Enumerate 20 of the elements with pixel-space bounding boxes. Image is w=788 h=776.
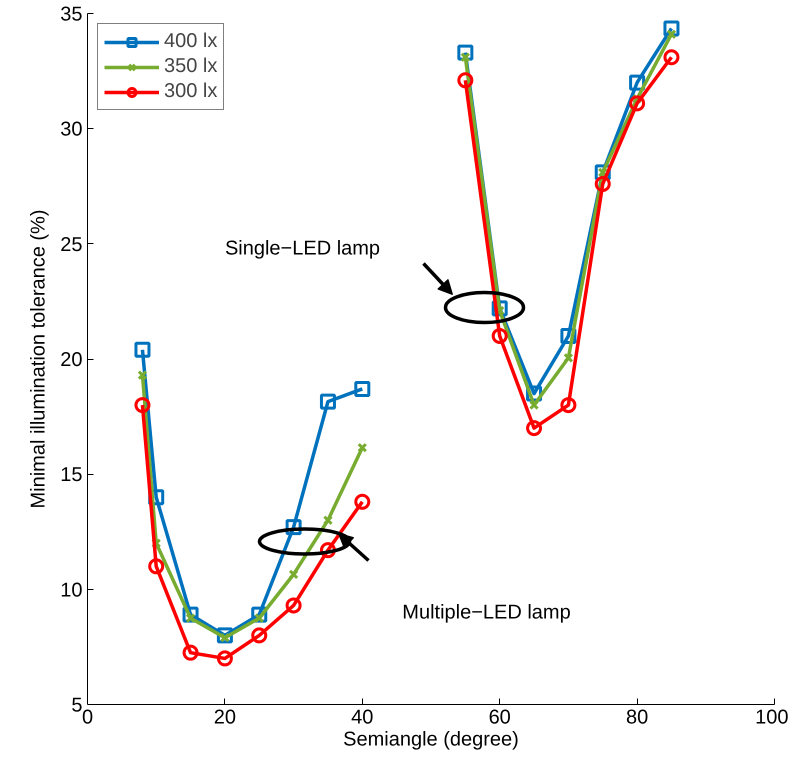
y-tick-label: 10: [60, 579, 83, 602]
x-tick-label: 60: [488, 706, 511, 728]
y-tick-label: 5: [71, 694, 82, 716]
annotation: Single−LED lamp: [224, 238, 380, 260]
x-tick-label: 80: [626, 706, 648, 728]
x-tick-label: 0: [82, 706, 94, 728]
y-tick-label: 25: [60, 234, 83, 256]
x-axis-title: Semiangle (degree): [343, 728, 519, 750]
y-tick-label: 35: [60, 4, 83, 26]
x-tick-label: 100: [755, 706, 788, 728]
annotation: Multiple−LED lamp: [402, 602, 571, 624]
y-tick-label: 20: [60, 349, 83, 371]
y-axis-title: Minimal illumination tolerance (%): [27, 209, 50, 508]
y-tick-label: 30: [60, 118, 83, 141]
legend-label: 400 lx: [164, 30, 218, 53]
y-tick-label: 15: [60, 464, 83, 486]
x-tick-label: 40: [351, 706, 374, 728]
legend-label: 300 lx: [164, 80, 218, 103]
legend-label: 350 lx: [164, 55, 218, 78]
x-tick-label: 20: [214, 706, 236, 728]
